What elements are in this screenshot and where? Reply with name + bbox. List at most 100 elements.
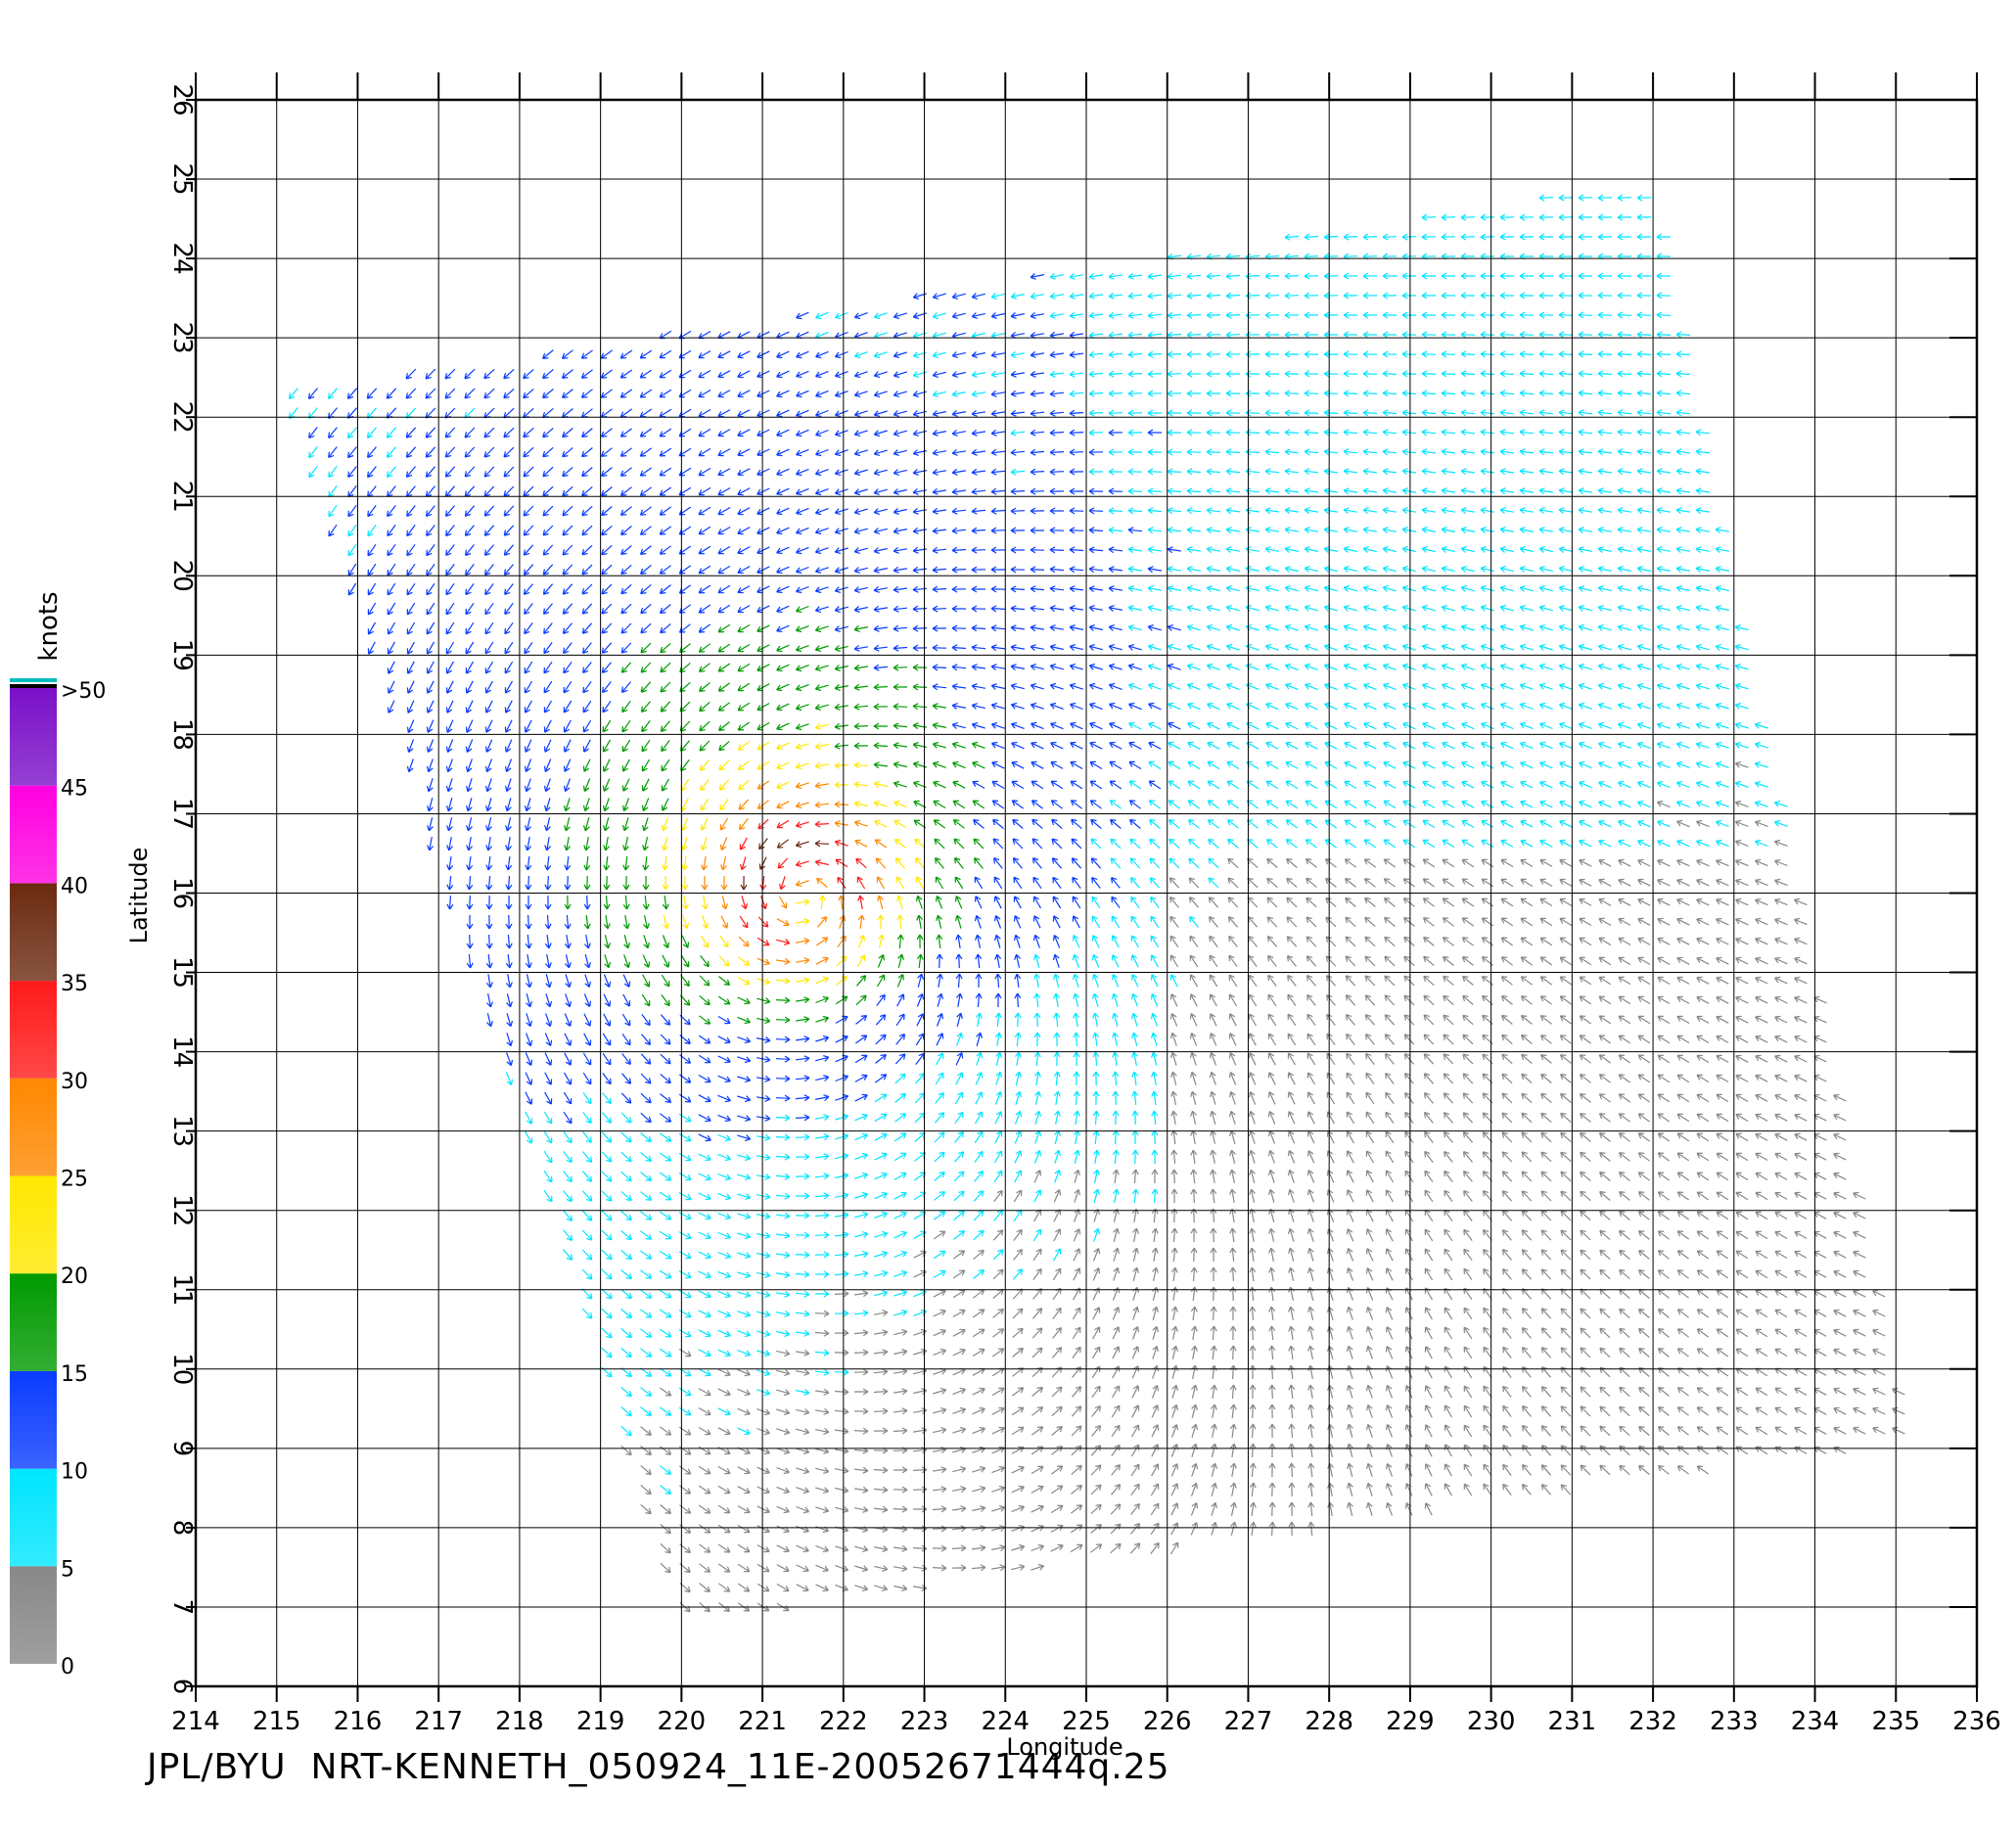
wind-vector: [387, 700, 395, 713]
wind-vector: [1715, 527, 1730, 534]
wind-vector: [1599, 1405, 1611, 1417]
wind-vector: [953, 1250, 966, 1260]
wind-vector: [328, 446, 338, 459]
wind-vector: [620, 1131, 632, 1143]
wind-vector: [776, 939, 791, 945]
wind-vector: [1168, 877, 1180, 889]
wind-vector: [815, 390, 829, 398]
wind-vector: [1501, 1229, 1512, 1241]
wind-vector: [1580, 1229, 1591, 1241]
wind-vector: [1014, 1032, 1022, 1047]
wind-vector: [1636, 409, 1652, 417]
wind-vector: [933, 1348, 946, 1357]
wind-vector: [1226, 682, 1240, 691]
wind-vector: [1657, 1035, 1671, 1044]
wind-vector: [1755, 1035, 1768, 1043]
wind-vector: [1774, 1387, 1788, 1397]
wind-vector: [835, 1231, 849, 1239]
wind-vector: [1169, 935, 1179, 948]
wind-vector: [1716, 1132, 1729, 1142]
wind-vector: [896, 895, 903, 909]
wind-vector: [1520, 780, 1534, 789]
wind-vector: [952, 1269, 966, 1279]
wind-vector: [464, 388, 476, 399]
wind-vector: [854, 1191, 869, 1199]
wind-vector: [1598, 878, 1612, 887]
wind-vector: [991, 1348, 1005, 1357]
wind-vector: [1150, 1483, 1160, 1496]
wind-vector: [1284, 370, 1300, 378]
wind-vector: [814, 586, 829, 594]
wind-vector: [873, 1545, 889, 1552]
wind-vector: [1657, 1093, 1671, 1103]
wind-vector: [619, 486, 632, 496]
wind-vector: [1715, 546, 1730, 554]
wind-vector: [1460, 643, 1475, 651]
wind-vector: [1716, 1113, 1729, 1123]
wind-vector: [873, 664, 889, 671]
wind-vector: [1794, 1367, 1808, 1377]
wind-vector: [1443, 955, 1454, 966]
wind-vector: [893, 391, 907, 397]
wind-vector: [1070, 800, 1082, 809]
wind-vector: [1112, 1110, 1120, 1126]
wind-vector: [717, 1173, 732, 1181]
wind-vector: [1617, 546, 1632, 553]
wind-vector: [582, 1072, 592, 1085]
wind-vector: [775, 1290, 791, 1298]
wind-vector: [466, 817, 473, 832]
wind-vector: [680, 798, 689, 811]
wind-vector: [1382, 409, 1397, 417]
wind-vector: [1010, 468, 1026, 476]
wind-vector: [1755, 1250, 1768, 1260]
wind-vector: [642, 954, 651, 968]
wind-vector: [795, 645, 809, 653]
wind-vector: [854, 1132, 868, 1141]
wind-vector: [877, 954, 886, 968]
wind-vector: [1091, 1404, 1101, 1417]
wind-vector: [1441, 605, 1455, 612]
wind-vector: [1443, 1326, 1453, 1340]
wind-vector: [1558, 664, 1573, 670]
wind-vector: [1794, 1093, 1808, 1102]
wind-vector: [1502, 1444, 1512, 1456]
wind-vector: [951, 741, 966, 749]
wind-vector: [1794, 1035, 1808, 1043]
wind-vector: [1049, 527, 1065, 534]
wind-vector: [1092, 1110, 1100, 1126]
wind-vector: [951, 390, 966, 397]
wind-vector: [563, 1111, 573, 1125]
wind-vector: [1206, 605, 1220, 612]
wind-vector: [698, 1368, 711, 1377]
wind-vector: [1092, 1071, 1100, 1086]
wind-vector: [347, 504, 357, 518]
wind-vector: [1052, 953, 1060, 968]
wind-vector: [854, 1290, 869, 1298]
wind-vector: [1071, 1445, 1082, 1456]
wind-vector: [1052, 1248, 1062, 1262]
wind-vector: [1579, 780, 1592, 789]
wind-vector: [1284, 331, 1300, 339]
wind-vector: [1225, 448, 1241, 456]
wind-vector: [542, 369, 554, 380]
wind-vector: [1853, 1289, 1866, 1298]
wind-vector: [717, 604, 731, 614]
wind-vector: [1152, 1306, 1159, 1320]
wind-vector: [640, 1112, 652, 1124]
wind-vector: [1617, 448, 1631, 456]
wind-vector: [1112, 1012, 1119, 1027]
wind-vector: [893, 1505, 908, 1513]
wind-vector: [1538, 566, 1553, 573]
wind-vector: [815, 976, 829, 985]
wind-vector: [1520, 995, 1533, 1005]
wind-vector: [1539, 878, 1553, 888]
wind-vector: [1519, 682, 1534, 690]
wind-vector: [1735, 1054, 1749, 1063]
wind-vector: [1521, 1171, 1533, 1182]
wind-vector: [990, 1544, 1006, 1552]
wind-vector: [1460, 663, 1475, 670]
wind-vector: [1441, 213, 1456, 221]
wind-vector: [1288, 1403, 1296, 1419]
wind-vector: [1580, 1288, 1591, 1300]
wind-vector: [776, 331, 790, 340]
